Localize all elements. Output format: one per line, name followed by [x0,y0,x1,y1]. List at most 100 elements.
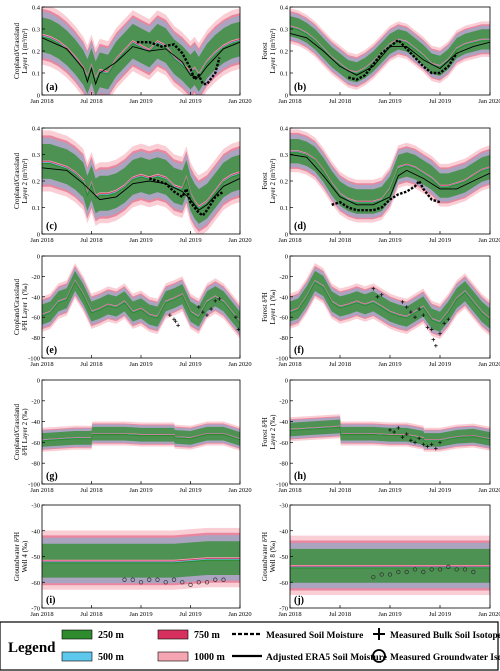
x-tick-label: Jan 2018 [278,98,301,105]
median-line-750m [42,161,240,208]
groundwater-isotope-marker [462,567,468,572]
groundwater-isotope-marker [188,582,193,587]
bulk-soil-isotope-marker [388,428,392,432]
x-tick-label: Jan 2018 [278,237,301,244]
bulk-soil-isotope-marker [234,315,238,319]
x-tick-label: Jan 2018 [30,361,53,368]
y-tick-label: -40 [279,419,288,426]
x-tick-label: Jul 2018 [329,611,351,618]
y-tick-label: -60 [279,580,288,587]
y-tick-label: -80 [31,335,40,342]
chart-panel-i: -70 -60 -50 -40 -30 Jan 2018 Jul 2018 Jan 2019 J… [13,503,252,619]
y-tick-label: -40 [31,294,40,301]
x-tick-label: Jan 2020 [228,237,251,244]
x-tick-label: Jan 2020 [228,487,251,494]
groundwater-isotope-marker [155,577,160,582]
y-tick-label: 0.3 [280,27,288,34]
y-axis-label: Groundwater δ²H [261,532,269,581]
bulk-soil-isotope-marker [409,310,413,314]
x-tick-label: Jul 2019 [429,98,451,105]
y-tick-label: 0 [37,378,40,385]
bulk-soil-isotope-marker [434,343,438,348]
bulk-soil-isotope-marker [400,435,405,439]
panel-plot-area [290,129,490,223]
groundwater-isotope-marker [204,580,210,585]
x-tick-label: Jan 2018 [278,487,301,494]
x-tick-label: Jul 2018 [80,611,102,618]
legend-box: Legend 250 m 500 m 750 m 1000 m Measured… [0,621,500,671]
adjusted-era5-line [290,154,490,206]
y-axis-label: Well 4 (‰) [21,540,29,572]
bulk-soil-isotope-marker [421,442,426,447]
y-axis-label: Cropland/Grassland [13,404,21,460]
groundwater-isotope-marker [396,569,401,575]
y-tick-label: -80 [279,335,288,342]
legend-label-bulk-soil-isotopes: Measured Bulk Soil Isotopes [390,631,500,641]
x-tick-label: Jan 2018 [30,237,53,244]
y-tick-label: -40 [279,294,288,301]
y-tick-label: -30 [279,503,288,510]
panel-plot-area [42,130,240,234]
panel-plot-area [290,263,490,348]
y-axis-label: Cropland/Grassland [13,279,21,335]
bulk-soil-isotope-marker [417,436,421,441]
groundwater-isotope-marker [221,577,226,582]
x-tick-label: Jan 2020 [478,98,500,105]
bulk-soil-isotope-marker [209,307,213,311]
x-tick-label: Jul 2019 [429,611,451,618]
x-tick-label: Jul 2019 [179,98,201,105]
panel-letter: (j) [294,595,304,606]
y-axis-label: Layer 1 (m³/m³) [21,28,29,74]
y-tick-label: 0 [37,93,40,100]
chart-panel-d: 0 0.1 0.2 0.3 0.4 Jan 2018 Jul 2018 Jan 2019 Jul… [261,126,500,245]
x-tick-label: Jul 2018 [80,237,102,244]
y-tick-label: -50 [31,554,40,561]
panel-plot-area [290,8,490,90]
y-axis-label: δ²H Layer 1 (‰) [21,283,29,331]
bulk-soil-isotope-marker [434,446,438,451]
y-axis-label: Forest [261,42,269,60]
y-tick-label: -80 [279,461,288,468]
panel-plot-area [42,263,240,340]
x-tick-label: Jan 2019 [129,487,152,494]
y-tick-label: -20 [31,398,40,405]
y-axis-label: Groundwater δ²H [13,532,21,581]
y-tick-label: -100 [28,482,40,489]
chart-panel-j: -70 -60 -50 -40 -30 Jan 2018 Jul 2018 Jan 2019 J… [261,503,500,619]
panel-letter: (g) [46,471,58,482]
x-tick-label: Jul 2018 [329,361,351,368]
y-axis-label: Layer 2 (m³/m³) [269,158,277,204]
chart-panel-b: 0 0.1 0.2 0.3 0.4 Jan 2018 Jul 2018 Jan 2019 Jul… [261,5,500,106]
median-line-250m [290,152,490,204]
legend-swatch-1000m [157,651,189,662]
x-tick-label: Jul 2019 [179,361,201,368]
legend-label-500m: 500 m [98,652,125,663]
x-tick-label: Jan 2018 [30,611,53,618]
panel-letter: (h) [294,471,306,482]
x-tick-label: Jul 2019 [179,237,201,244]
y-tick-label: 0.1 [280,205,288,212]
panel-plot-area [42,421,240,452]
median-line-250m [42,163,240,210]
groundwater-isotope-marker [437,567,443,572]
x-tick-label: Jan 2020 [478,237,500,244]
x-tick-label: Jan 2020 [228,611,251,618]
x-tick-label: Jan 2019 [378,237,401,244]
y-tick-label: 0 [285,378,288,385]
x-tick-label: Jan 2018 [278,361,301,368]
bulk-soil-isotope-marker [217,297,222,301]
bulk-soil-isotope-marker [213,299,218,303]
bulk-soil-isotope-marker [413,315,417,319]
bulk-soil-isotope-marker [425,444,430,449]
legend-label-measured-soil-moisture: Measured Soil Moisture [266,631,363,641]
bulk-soil-isotope-marker [172,317,176,322]
y-tick-label: -70 [279,606,288,613]
x-tick-label: Jul 2018 [329,237,351,244]
measured-soil-moisture-line [148,177,225,217]
bulk-soil-isotope-marker [417,307,421,311]
y-tick-label: 0.4 [280,5,289,12]
y-tick-label: -40 [279,528,288,535]
bulk-soil-isotope-marker [375,295,380,299]
band-250m [42,541,240,578]
